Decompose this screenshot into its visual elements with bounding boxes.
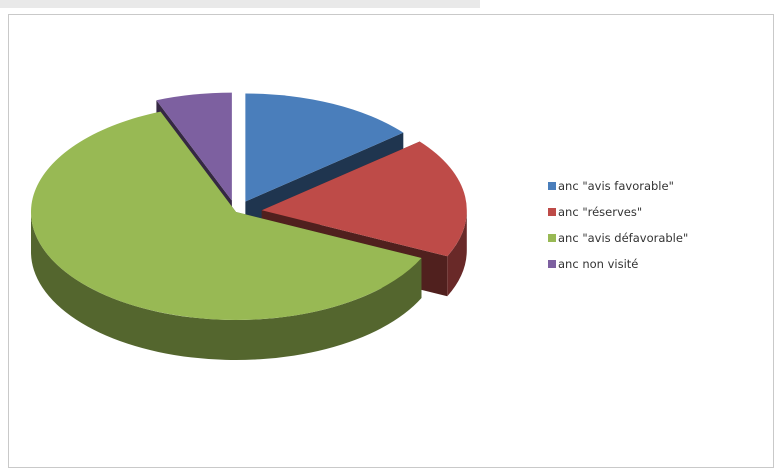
legend-label: anc "avis favorable" xyxy=(558,179,674,193)
pie-slice-top-anc-avis-favorable xyxy=(245,93,404,202)
legend-item-anc-non-visite: anc non visité xyxy=(548,254,688,274)
chart-legend: anc "avis favorable" anc "réserves" anc "a… xyxy=(548,176,688,280)
legend-item-anc-reserves: anc "réserves" xyxy=(548,202,688,222)
legend-swatch xyxy=(548,182,556,190)
legend-swatch xyxy=(548,260,556,268)
legend-label: anc "réserves" xyxy=(558,205,643,219)
legend-item-anc-avis-defavorable: anc "avis défavorable" xyxy=(548,228,688,248)
pie-slice-side-anc-avis-defavorable-0 xyxy=(31,212,422,360)
pie-slice-side-anc-reserves-0 xyxy=(447,210,467,297)
legend-label: anc non visité xyxy=(558,257,639,271)
pie-slice-top-anc-reserves xyxy=(261,141,467,257)
legend-label: anc "avis défavorable" xyxy=(558,231,689,245)
pie-slice-top-anc-avis-defavorable xyxy=(30,111,422,321)
pie-slice-top-anc-non-visite xyxy=(156,92,232,201)
legend-swatch xyxy=(548,234,556,242)
legend-swatch xyxy=(548,208,556,216)
legend-item-anc-avis-favorable: anc "avis favorable" xyxy=(548,176,688,196)
header-strip xyxy=(0,0,480,8)
pie-slice-anc-avis-defavorable xyxy=(30,111,422,360)
